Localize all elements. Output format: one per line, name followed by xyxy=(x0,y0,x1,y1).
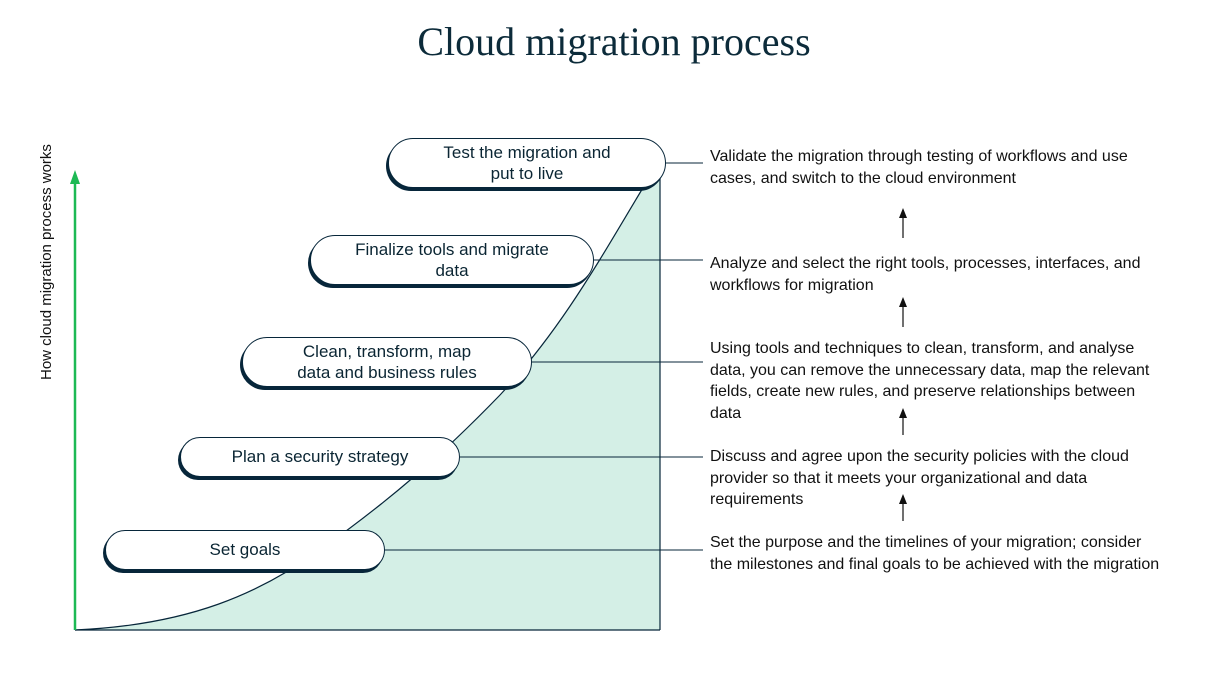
y-axis-arrow-head xyxy=(70,170,80,184)
diagram-area: How cloud migration process works Test t… xyxy=(70,130,1180,650)
step-label: Clean, transform, mapdata and business r… xyxy=(297,341,477,384)
step-pill: Plan a security strategy xyxy=(180,437,460,477)
step-label: Test the migration andput to live xyxy=(443,142,610,185)
up-arrow-head xyxy=(899,297,907,307)
step-label: Finalize tools and migratedata xyxy=(355,239,549,282)
page-title: Cloud migration process xyxy=(0,18,1228,65)
step-label: Set goals xyxy=(210,539,281,560)
up-arrow-head xyxy=(899,208,907,218)
step-label: Plan a security strategy xyxy=(232,446,409,467)
step-description: Validate the migration through testing o… xyxy=(710,146,1160,189)
y-axis-label: How cloud migration process works xyxy=(38,144,55,380)
step-pill: Clean, transform, mapdata and business r… xyxy=(242,337,532,387)
step-description: Set the purpose and the timelines of you… xyxy=(710,532,1160,575)
step-pill: Finalize tools and migratedata xyxy=(310,235,594,285)
step-pill: Set goals xyxy=(105,530,385,570)
step-pill: Test the migration andput to live xyxy=(388,138,666,188)
step-description: Discuss and agree upon the security poli… xyxy=(710,446,1160,511)
step-description: Using tools and techniques to clean, tra… xyxy=(710,338,1160,424)
step-description: Analyze and select the right tools, proc… xyxy=(710,253,1160,296)
